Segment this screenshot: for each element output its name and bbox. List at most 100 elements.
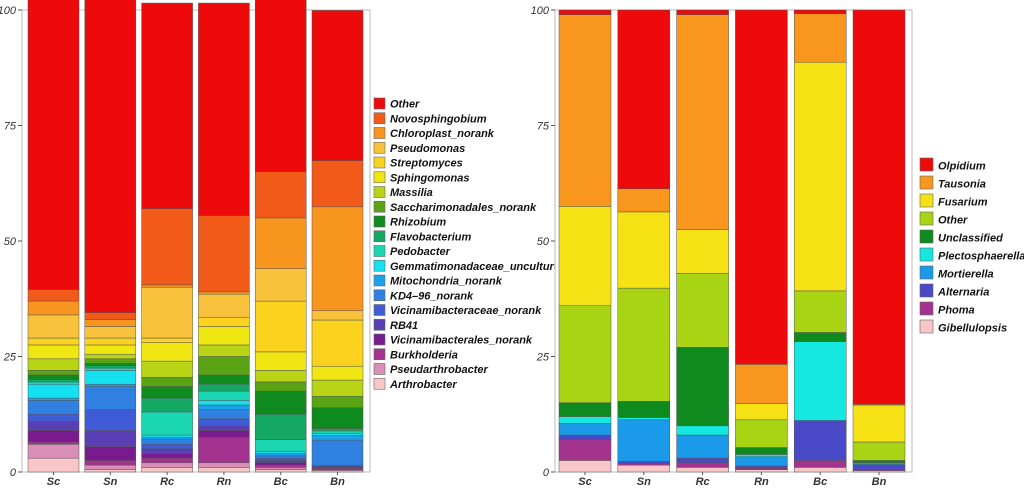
legend-swatch — [919, 301, 934, 316]
legend-label: Gibellulopsis — [938, 323, 1007, 335]
legend-label: Sphingomonas — [390, 172, 469, 184]
segment-rn-other — [198, 2, 250, 216]
legend-swatch — [919, 193, 934, 208]
y-tick-label: 25 — [3, 352, 17, 364]
x-tick-label: Rn — [217, 476, 232, 488]
legend-swatch — [919, 211, 934, 226]
segment-bc-massilia — [254, 370, 307, 383]
segment-sn-olpidium — [617, 9, 671, 190]
x-tick-label: Sc — [47, 476, 60, 488]
segment-rc-other — [141, 2, 193, 209]
segment-rc-pseudomonas — [141, 286, 193, 339]
segment-rc-chloroplast-norank — [141, 284, 193, 288]
segment-bc-streptomyces — [254, 300, 307, 353]
legend-swatch — [919, 229, 934, 244]
segment-sc-gibellulopsis — [558, 460, 612, 473]
segment-rn-pseudomonas — [198, 293, 250, 318]
y-tick-label: 25 — [536, 352, 550, 364]
segment-bn-flavobacterium — [311, 428, 364, 432]
segment-bc-alternaria — [793, 420, 847, 461]
segment-sc-mitochondria-norank — [27, 397, 80, 401]
segment-sn-saccharimonadales-norank — [84, 358, 137, 364]
bar-rn — [198, 2, 250, 473]
segment-sc-mortierella — [558, 423, 612, 436]
legend-item-massilia: Massilia — [373, 186, 433, 199]
legend-swatch — [919, 319, 934, 334]
chart-2: 0 25 50 75 100 Sc Sn Rc Rn Bc Bn Olpidium Tausonia Fu… — [531, 5, 1024, 488]
segment-rn-chloroplast-norank — [198, 291, 250, 295]
legend-label: Rhizobium — [390, 217, 446, 229]
segment-sc-other — [558, 305, 612, 403]
legend-swatch — [373, 200, 386, 213]
segment-sn-chloroplast-norank — [84, 319, 137, 327]
y-tick-label: 50 — [537, 236, 550, 248]
legend-swatch — [373, 171, 386, 184]
bar-bn — [852, 9, 906, 473]
segment-sc-rb41 — [27, 420, 80, 431]
segment-rn-plectosphaerella — [735, 454, 788, 458]
legend-item-sphingomonas: Sphingomonas — [373, 171, 469, 184]
segment-rc-gemmatimonadaceae-uncultured — [141, 434, 193, 438]
legend-label: Arthrobacter — [389, 379, 457, 391]
segment-rn-massilia — [198, 344, 250, 357]
segment-rn-other — [735, 419, 788, 448]
segment-bc-gibellulopsis — [793, 467, 847, 473]
y-tick-label: 0 — [10, 467, 17, 479]
segment-bn-streptomyces — [311, 319, 364, 367]
bar-sn — [84, 0, 137, 473]
segment-sc-pseudomonas — [27, 314, 80, 339]
legend-item-olpidium: Olpidium — [919, 157, 986, 173]
segment-bn-gemmatimonadaceae-uncultured — [311, 432, 364, 436]
segment-sn-unclassified — [617, 401, 671, 418]
legend-item-arthrobacter: Arthrobacter — [373, 377, 457, 391]
segment-bn-kd4-96-norank — [311, 439, 364, 466]
legend-swatch — [373, 348, 386, 361]
segment-bc-phoma — [793, 460, 847, 468]
chart-1: 0 25 50 75 100 Sc Sn Rc Rn Bc Bn Other Novosphingobi… — [0, 0, 567, 488]
segment-rn-pedobacter — [198, 390, 250, 401]
legend-item-fusarium: Fusarium — [919, 193, 988, 209]
legend-item-pseudomonas: Pseudomonas — [373, 141, 465, 155]
segment-bn-unclassified — [852, 460, 906, 464]
segment-sn-flavobacterium — [84, 365, 137, 369]
legend-label: Other — [390, 99, 420, 111]
segment-bc-pseudarthrobacter — [254, 467, 307, 470]
legend-label: Streptomyces — [390, 158, 463, 170]
legend-item-rb41: RB41 — [373, 318, 418, 332]
segment-sc-plectosphaerella — [558, 416, 612, 424]
bar-sn — [617, 9, 671, 473]
legend-swatch — [373, 363, 386, 375]
bar-bc — [254, 0, 307, 473]
legend-item-plectosphaerella: Plectosphaerella — [919, 247, 1024, 263]
segment-sc-vicinamibacteraceae-norank — [27, 414, 80, 422]
segment-sn-mitochondria-norank — [84, 383, 137, 387]
segment-rn-vicinamibacterales-norank — [198, 430, 250, 438]
segment-sc-gemmatimonadaceae-uncultured — [27, 383, 80, 399]
segment-bn-novosphingobium — [311, 160, 364, 208]
legend-label: Other — [938, 215, 968, 227]
bar-rc — [141, 2, 193, 473]
legend-item-vicinamibacterales-norank: Vicinamibacterales_norank — [373, 333, 533, 347]
segment-rn-fusarium — [735, 403, 788, 421]
segment-sn-massilia — [84, 353, 137, 360]
segment-bc-rhizobium — [254, 390, 307, 415]
legend-label: Flavobacterium — [390, 231, 472, 243]
y-tick-label: 75 — [537, 121, 550, 133]
legend-item-vicinamibacteraceae-norank: Vicinamibacteraceae_norank — [373, 304, 542, 317]
legend-item-kd4-96-norank: KD4–96_norank — [373, 289, 474, 302]
legend-label: Plectosphaerella — [938, 251, 1024, 263]
segment-rn-mortierella — [735, 456, 788, 467]
segment-rc-saccharimonadales-norank — [141, 377, 193, 387]
bar-bc — [793, 9, 847, 473]
segment-bc-chloroplast-norank — [254, 217, 307, 269]
legend: Other Novosphingobium Chloroplast_norank Ps… — [373, 97, 567, 391]
plot-area — [554, 9, 913, 473]
segment-bn-other — [311, 10, 364, 161]
segment-bc-flavobacterium — [254, 414, 307, 440]
segment-sn-gemmatimonadaceae-uncultured — [84, 370, 137, 385]
segment-rc-other — [676, 273, 729, 348]
segment-bc-vicinamibacteraceae-norank — [254, 457, 307, 461]
segment-rn-arthrobacter — [198, 467, 250, 473]
legend-item-mitochondria-norank: Mitochondria_norank — [373, 274, 503, 288]
segment-bn-massilia — [311, 379, 364, 397]
